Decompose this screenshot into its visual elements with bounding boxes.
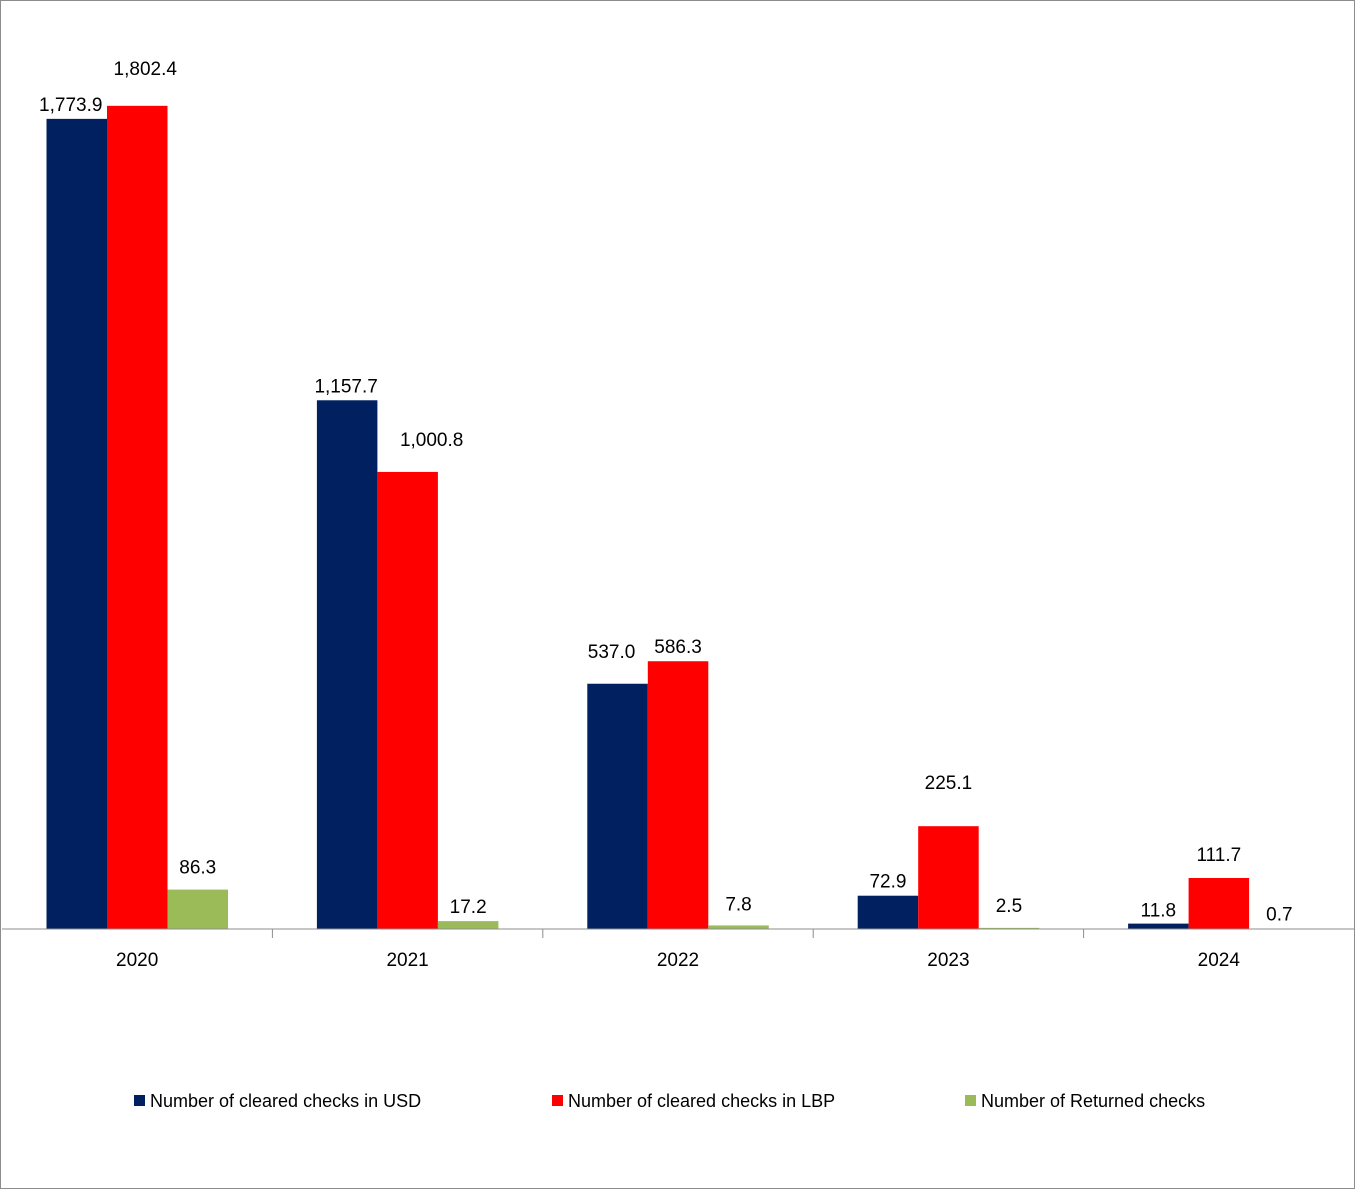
x-tick-label-2021: 2021 <box>386 950 428 971</box>
bar-2023-series-2 <box>918 826 979 929</box>
bar-2024-series-2 <box>1188 877 1250 929</box>
bar-2022-series-1 <box>587 683 648 929</box>
data-label-2023-series-1: 72.9 <box>869 872 906 893</box>
x-tick-label-2022: 2022 <box>657 950 699 971</box>
data-label-2020-series-1: 1,773.9 <box>39 95 102 116</box>
data-label-2024-series-2: 111.7 <box>1196 845 1241 866</box>
bar-2020-series-3 <box>167 889 228 929</box>
legend-label-series-3: Number of Returned checks <box>981 1091 1205 1111</box>
bar-2022-series-3 <box>708 925 769 929</box>
bars-layer <box>46 105 1310 930</box>
x-axis: 2020 2021 2022 2023 2024 <box>2 928 1354 971</box>
bar-2023-series-3 <box>978 927 1040 929</box>
bar-2022-series-2 <box>647 661 709 929</box>
legend-label-series-2: Number of cleared checks in LBP <box>568 1091 835 1111</box>
data-label-2023-series-3: 2.5 <box>996 896 1022 917</box>
legend-swatch-series-2 <box>552 1095 563 1106</box>
legend-swatch-series-3 <box>965 1095 976 1106</box>
data-label-2021-series-1: 1,157.7 <box>314 376 377 397</box>
data-label-2022-series-1: 537.0 <box>588 642 636 663</box>
legend-swatch-series-1 <box>134 1095 145 1106</box>
bar-2020-series-1 <box>46 118 107 930</box>
bar-2021-series-1 <box>316 400 378 929</box>
data-label-2021-series-2: 1,000.8 <box>400 430 463 451</box>
bar-2023-series-1 <box>857 895 919 929</box>
data-label-2020-series-3: 86.3 <box>179 858 216 879</box>
data-label-2024-series-3: 0.7 <box>1266 905 1292 926</box>
data-label-2024-series-1: 11.8 <box>1141 901 1177 922</box>
data-label-2023-series-2: 225.1 <box>925 773 973 794</box>
x-tick-label-2024: 2024 <box>1198 950 1241 971</box>
bar-2024-series-1 <box>1128 923 1189 929</box>
data-label-2020-series-2: 1,802.4 <box>114 59 178 80</box>
data-labels-layer: 1,773.9 1,802.4 86.3 1,157.7 1,000.8 17.2 537.… <box>39 59 1293 926</box>
legend: Number of cleared checks in USD Number of… <box>134 1091 1205 1111</box>
legend-label-series-1: Number of cleared checks in USD <box>150 1091 421 1111</box>
bar-2021-series-2 <box>377 471 438 929</box>
bar-2021-series-3 <box>437 921 499 929</box>
data-label-2022-series-3: 7.8 <box>725 894 751 915</box>
data-label-2022-series-2: 586.3 <box>654 637 702 658</box>
x-tick-label-2023: 2023 <box>927 950 969 971</box>
data-label-2021-series-3: 17.2 <box>450 897 487 918</box>
x-tick-label-2020: 2020 <box>116 950 158 971</box>
bar-2020-series-2 <box>107 105 168 930</box>
